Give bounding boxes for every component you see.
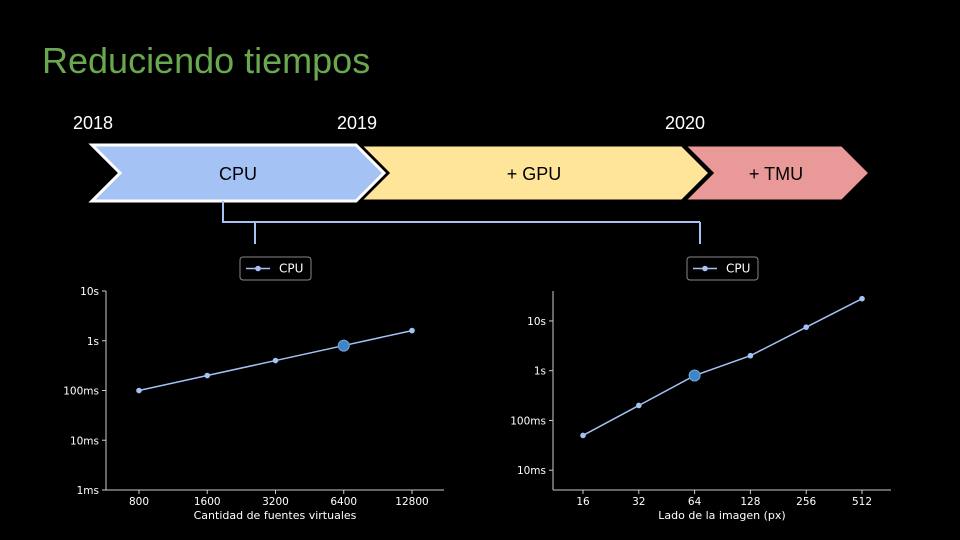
timeline-phase-cpu: [88, 143, 387, 203]
data-point: [803, 324, 809, 330]
data-point: [136, 387, 142, 394]
legend-label-cpu: CPU: [279, 262, 303, 276]
y-tick-label: 1s: [87, 336, 99, 348]
timeline-bracket: [222, 201, 701, 244]
y-tick-label: 10s: [527, 316, 546, 328]
y-tick-label: 1s: [534, 366, 546, 378]
x-tick-label: 32: [632, 496, 645, 508]
data-point: [747, 352, 754, 359]
legend-label-cpu: CPU: [726, 262, 750, 276]
x-tick-label: 128: [740, 496, 760, 508]
timeline-label-cpu: CPU: [219, 164, 257, 184]
data-point: [409, 327, 415, 334]
x-axis-label: Lado de la imagen (px): [658, 509, 785, 522]
x-tick-label: 256: [796, 496, 816, 508]
timeline-label-tmu: + TMU: [749, 164, 803, 184]
y-tick-label: 1ms: [77, 485, 99, 497]
slide-title: Reduciendo tiempos: [42, 40, 371, 81]
x-tick-label: 512: [852, 496, 872, 508]
x-tick-label: 6400: [330, 496, 357, 508]
legend-box: [239, 256, 312, 281]
x-tick-label: 12800: [395, 496, 428, 508]
y-tick-label: 100ms: [510, 415, 546, 427]
y-tick-label: 10ms: [517, 465, 546, 477]
data-point: [272, 357, 279, 364]
year-label-2019: 2019: [337, 113, 378, 133]
timeline-diagram: CPU + GPU + TMU: [88, 143, 873, 244]
x-tick-label: 1600: [194, 496, 221, 508]
legend-swatch-marker: [702, 265, 708, 272]
data-point: [580, 432, 586, 439]
x-tick-label: 800: [129, 496, 149, 508]
timeline-label-gpu: + GPU: [507, 164, 562, 184]
y-tick-label: 100ms: [63, 386, 99, 398]
legend-swatch-marker: [255, 265, 261, 272]
highlight-point: [337, 339, 350, 352]
x-tick-label: 64: [688, 496, 702, 508]
x-axis-label: Cantidad de fuentes virtuales: [194, 509, 357, 522]
x-tick-label: 16: [576, 496, 590, 508]
legend-box: [686, 256, 759, 281]
x-tick-label: 3200: [262, 496, 289, 508]
y-tick-label: 10ms: [70, 435, 99, 447]
year-label-2020: 2020: [665, 113, 706, 133]
timeline-phase-gpu: [356, 143, 713, 203]
data-point: [204, 372, 211, 379]
year-label-2018: 2018: [73, 113, 114, 133]
data-point: [859, 295, 865, 302]
highlight-point: [688, 369, 701, 382]
y-tick-label: 10s: [80, 286, 99, 298]
series-line-cpu: [582, 298, 863, 437]
data-point: [636, 402, 642, 409]
